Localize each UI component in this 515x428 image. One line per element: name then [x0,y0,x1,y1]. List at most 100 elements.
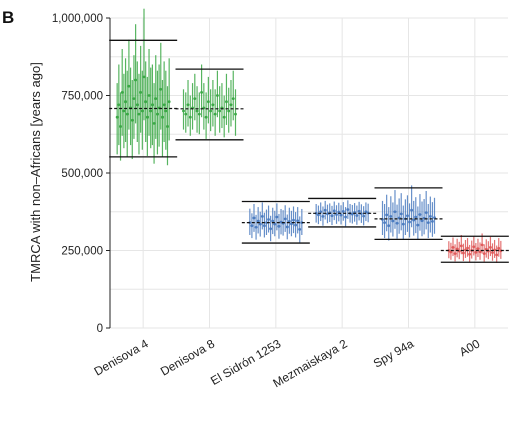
data-point [459,244,463,248]
data-point [139,91,143,94]
data-point [344,215,347,219]
data-point [431,219,434,223]
data-point [197,112,201,116]
data-point [321,215,325,218]
data-point [156,112,159,116]
data-point [122,109,126,113]
group-denisova-4 [109,8,178,166]
data-point [323,208,327,212]
data-point [161,115,164,119]
data-point [275,215,279,219]
data-point [206,100,210,104]
data-point [449,250,453,254]
data-marks [109,8,509,263]
data-point [115,115,119,119]
data-point [493,248,496,252]
data-point [350,212,354,216]
data-point [258,222,262,226]
data-point [466,246,469,250]
data-point [393,210,397,214]
data-point [164,109,168,113]
data-point [468,252,472,256]
x-tick-label: Denisova 4 [92,336,151,378]
data-point [273,222,277,226]
data-point [120,91,124,94]
data-point [135,103,139,107]
data-point [269,227,273,231]
x-axis: Denisova 4 Denisova 8El Sidrón 1253Mezmai… [92,336,483,390]
data-point [414,215,418,219]
data-point [267,218,270,221]
data-point [200,91,203,94]
data-point [204,115,208,119]
data-point [234,112,237,116]
data-point [225,100,228,104]
data-point [476,247,480,251]
data-point [474,250,478,254]
data-point [489,246,492,249]
data-point [478,250,482,254]
data-point [184,112,188,116]
data-point [330,214,334,218]
data-point [150,103,154,107]
data-point [140,109,144,113]
data-point [254,225,258,229]
data-point [186,103,190,107]
data-point [357,209,361,213]
data-point [159,87,163,91]
data-point [416,223,420,227]
data-point [385,213,389,217]
data-point [162,103,166,107]
data-point [428,215,432,218]
data-point [182,109,185,113]
data-point [209,109,213,113]
panel-label: B [2,8,14,27]
data-point [491,251,494,255]
data-point [125,112,129,116]
data-point [227,109,231,113]
data-point [406,214,409,218]
data-point [124,100,127,104]
data-point [222,115,226,119]
data-point [211,103,215,107]
data-point [482,252,486,256]
group-spy-94a [374,185,443,241]
data-point [296,219,300,223]
x-tick-label: Denisova 8 [158,336,217,378]
x-tick-label: Mezmaiskaya 2 [270,336,349,390]
data-point [389,215,393,218]
data-point [424,211,428,215]
data-point [285,225,289,229]
data-point [395,221,399,225]
data-point [401,222,405,226]
data-point [193,97,197,100]
data-point [132,97,136,100]
data-point [364,210,368,214]
data-point [346,208,350,211]
y-axis-label: TMRCA with non–Africans [years ago] [28,62,43,282]
data-point [453,252,457,256]
data-point [213,112,217,116]
data-point [119,125,122,128]
data-point [341,210,345,213]
data-point [420,219,424,223]
data-point [294,223,297,227]
data-point [426,221,430,225]
data-point [248,221,252,225]
data-point [144,100,148,104]
data-point [127,84,131,88]
y-tick-label: 1,000,000 [52,13,103,25]
data-point [461,251,465,255]
y-tick-label: 500,000 [61,168,103,180]
data-point [319,210,323,214]
data-point [408,220,411,224]
y-tick-label: 250,000 [61,246,103,258]
x-tick-label: A00 [457,336,483,359]
data-point [137,112,141,116]
data-point [292,218,295,222]
data-point [387,224,391,228]
data-point [218,109,222,113]
data-point [410,208,414,212]
data-point [250,224,254,228]
data-point [147,94,151,97]
